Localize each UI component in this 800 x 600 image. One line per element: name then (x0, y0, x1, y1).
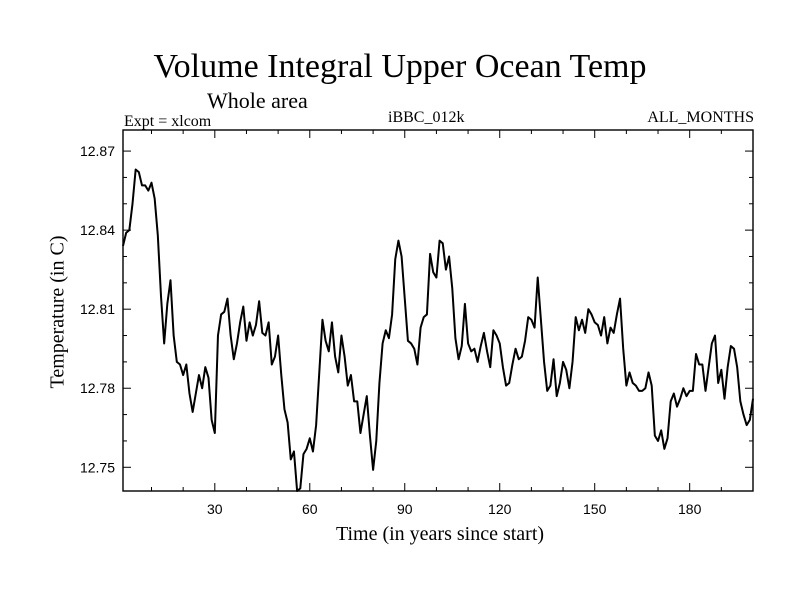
y-tick-label: 12.87 (80, 143, 115, 159)
x-tick-label: 30 (207, 501, 223, 517)
y-tick-label: 12.78 (80, 380, 115, 396)
x-tick-label: 90 (397, 501, 413, 517)
x-axis-label: Time (in years since start) (335, 523, 545, 545)
chart-title: Volume Integral Upper Ocean Temp (153, 48, 647, 85)
y-tick-label: 12.81 (80, 301, 115, 317)
y-tick-label: 12.84 (80, 222, 115, 238)
plot-frame (122, 129, 754, 492)
x-tick-label: 180 (678, 501, 702, 517)
temperature-series-line (122, 168, 754, 492)
x-tick-label: 60 (302, 501, 318, 517)
experiment-label: Expt = xlcom (124, 113, 212, 130)
axis-ticks (123, 130, 754, 491)
y-tick-label: 12.75 (80, 459, 115, 475)
x-tick-label: 150 (583, 501, 607, 517)
x-tick-label: 120 (488, 501, 512, 517)
axis-tick-labels: 30 60 90 120 150 180 12.75 12.78 12.81 12.84 12.87 (80, 143, 702, 517)
chart-subtitle: Whole area (207, 88, 308, 113)
run-id-label: iBBC_012k (388, 109, 465, 126)
months-label: ALL_MONTHS (647, 109, 754, 126)
